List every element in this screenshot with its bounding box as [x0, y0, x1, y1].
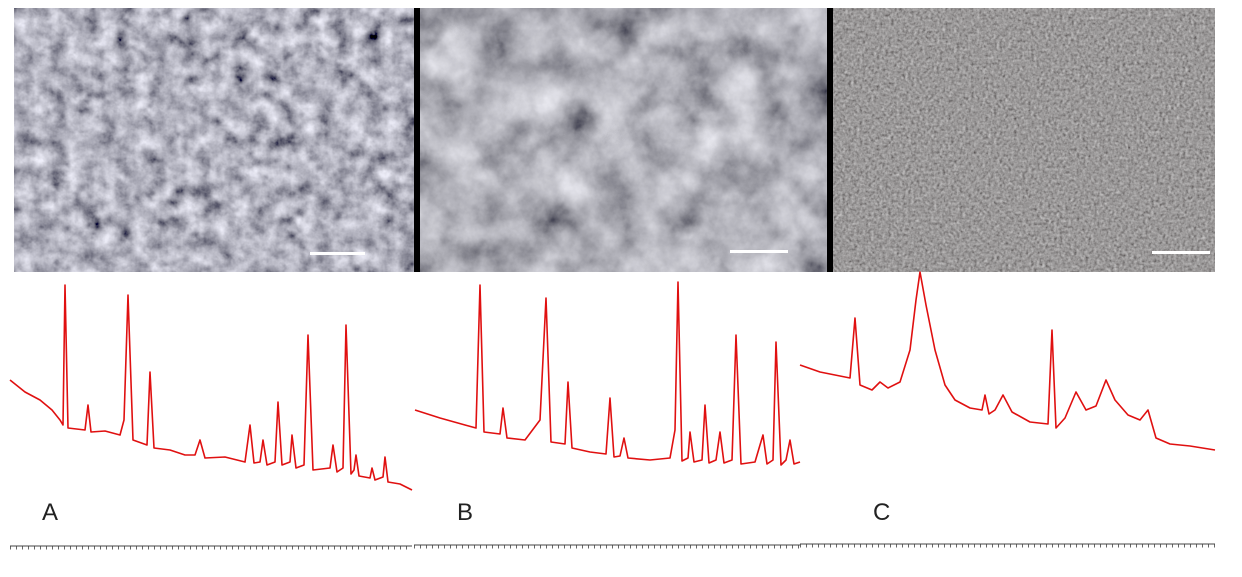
sem-image-b — [420, 8, 827, 272]
xrd-trace-c — [799, 271, 1216, 451]
xrd-trace-b — [414, 281, 801, 466]
scale-bar — [730, 250, 788, 253]
panel-label: B — [457, 499, 473, 526]
separator — [827, 8, 833, 272]
sem-image-a — [14, 8, 414, 272]
panel-label: C — [873, 499, 890, 526]
panel-label: A — [42, 499, 58, 526]
separator — [414, 8, 420, 272]
scale-bar — [310, 252, 365, 255]
sem-image-c — [833, 8, 1215, 272]
scale-bar — [1152, 251, 1210, 254]
xrd-trace-a — [9, 284, 413, 491]
